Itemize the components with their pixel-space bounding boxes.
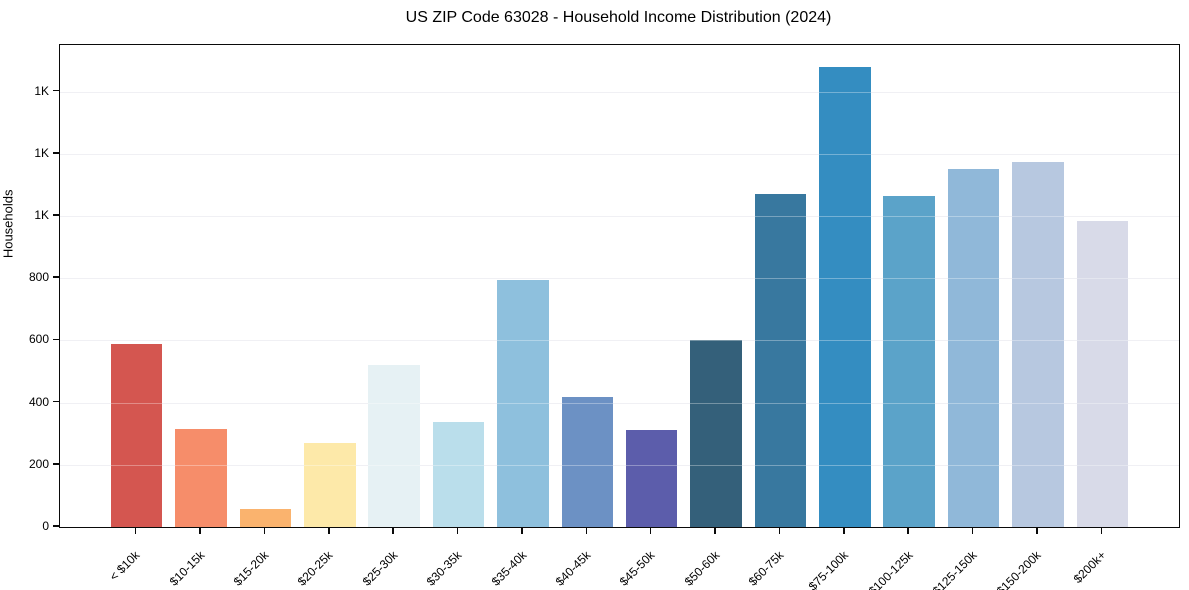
x-tick-label-text: $200k+ xyxy=(1070,548,1109,587)
x-tick-mark xyxy=(134,528,137,534)
x-tick-label-text: $100-125k xyxy=(865,548,916,590)
bar-< $10k xyxy=(110,344,163,527)
y-tick-label: 0 xyxy=(42,519,49,533)
x-tick-mark xyxy=(585,528,588,534)
gridline-overlay xyxy=(60,402,1179,404)
x-tick-mark xyxy=(456,528,459,534)
bar-$45-50k xyxy=(625,429,678,527)
bar-$10-15k xyxy=(175,429,227,527)
x-tick-label-text: $35-40k xyxy=(488,548,529,589)
bar-$125-150k xyxy=(947,169,1000,527)
x-tick-label-text: $15-20k xyxy=(230,548,272,589)
x-tick-label-text: $20-25k xyxy=(295,548,336,589)
x-tick-label-text: $60-75k xyxy=(745,548,787,589)
gridline xyxy=(60,278,1179,280)
bar-$35-40k xyxy=(497,279,549,527)
x-tick-mark xyxy=(263,528,266,534)
bar-$100-125k xyxy=(883,195,935,527)
x-tick-label-text: $30-35k xyxy=(423,548,465,589)
x-tick-mark xyxy=(1100,528,1103,534)
x-tick-label-text: $125-150k xyxy=(929,548,980,590)
y-tick-mark xyxy=(53,152,59,154)
y-tick-label: 200 xyxy=(28,456,49,471)
y-axis-label: Households xyxy=(0,189,16,259)
y-tick-label: 1K xyxy=(34,145,49,160)
gridline-overlay xyxy=(60,464,1179,466)
bar-$25-30k xyxy=(368,365,420,527)
y-tick-mark xyxy=(53,338,59,341)
x-tick-mark xyxy=(327,528,330,534)
x-tick-mark xyxy=(907,528,910,534)
x-tick-mark xyxy=(778,528,781,534)
y-tick-mark xyxy=(53,276,59,279)
y-tick-mark xyxy=(53,400,59,403)
x-tick-mark xyxy=(714,528,716,534)
gridline-overlay xyxy=(60,340,1179,342)
bar-$150-200k xyxy=(1012,161,1064,527)
x-tick-label-text: < $10k xyxy=(106,548,143,584)
x-tick-label-text: $150-200k xyxy=(993,548,1044,590)
gridline xyxy=(60,91,1179,93)
gridline xyxy=(60,402,1179,404)
x-tick-label-text: $75-100k xyxy=(805,548,851,590)
x-tick-mark xyxy=(1036,528,1038,534)
y-tick-label: 1K xyxy=(34,83,49,98)
x-tick-label-text: $40-45k xyxy=(552,548,594,589)
x-tick-mark xyxy=(843,528,845,534)
bar-$40-45k xyxy=(561,396,614,527)
gridline-overlay xyxy=(60,91,1179,93)
y-tick-label: 600 xyxy=(28,332,49,347)
gridline xyxy=(60,153,1179,155)
bar-$15-20k xyxy=(239,508,292,527)
y-tick-label: 1K xyxy=(34,208,49,223)
x-tick-mark xyxy=(649,528,652,534)
bar-$20-25k xyxy=(304,442,356,527)
gridline-overlay xyxy=(60,278,1179,280)
chart-title: US ZIP Code 63028 - Household Income Dis… xyxy=(405,9,832,26)
y-tick-mark xyxy=(53,525,59,527)
gridline xyxy=(60,340,1179,342)
x-tick-label-text: $45-50k xyxy=(617,548,658,589)
x-tick-label-text: $25-30k xyxy=(359,548,401,589)
gridline xyxy=(60,216,1179,218)
x-tick-mark xyxy=(392,528,394,534)
x-tick-mark xyxy=(521,528,523,534)
plot-area xyxy=(59,44,1180,528)
y-tick-mark xyxy=(53,89,59,92)
x-tick-mark xyxy=(971,528,974,534)
gridline xyxy=(60,464,1179,466)
x-tick-label-text: $50-60k xyxy=(681,548,723,589)
x-tick-label-text: $10-15k xyxy=(166,548,207,589)
bar-$200k+ xyxy=(1076,220,1129,527)
y-tick-label: 400 xyxy=(28,394,49,409)
bar-$30-35k xyxy=(432,421,485,527)
x-tick-mark xyxy=(199,528,201,534)
gridline-overlay xyxy=(60,153,1179,155)
bar-$60-75k xyxy=(754,194,807,527)
bar-$50-60k xyxy=(690,340,742,527)
y-tick-label: 800 xyxy=(28,270,49,285)
y-tick-mark xyxy=(53,463,59,465)
bar-$75-100k xyxy=(819,66,871,527)
y-tick-mark xyxy=(53,214,59,216)
gridline-overlay xyxy=(60,216,1179,218)
